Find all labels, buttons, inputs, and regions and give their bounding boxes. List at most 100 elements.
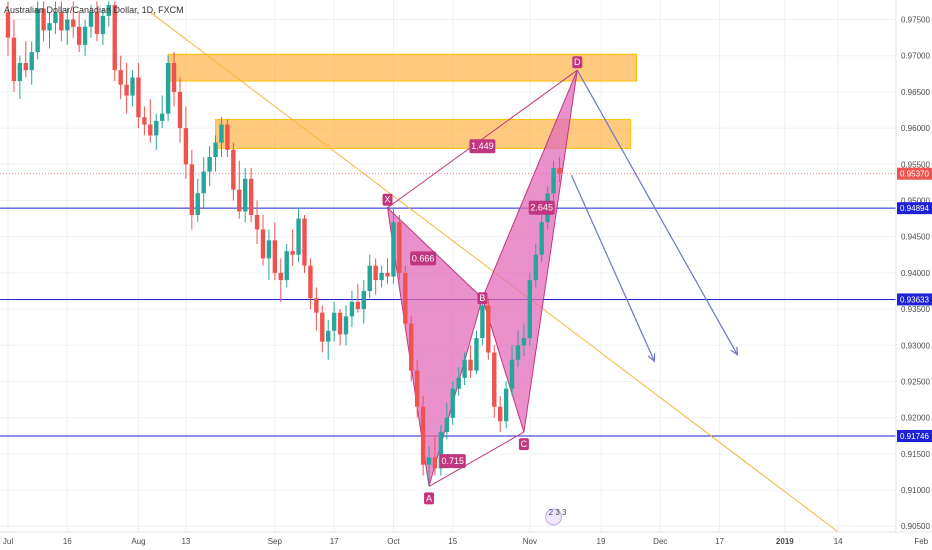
supply-zone bbox=[167, 53, 638, 82]
candle-body[interactable] bbox=[183, 128, 189, 165]
candle-body[interactable] bbox=[539, 222, 544, 255]
candle-body[interactable] bbox=[201, 171, 206, 194]
candle-body[interactable] bbox=[65, 19, 70, 31]
candle-body[interactable] bbox=[177, 91, 183, 129]
candle-body[interactable] bbox=[171, 62, 177, 92]
candle-body[interactable] bbox=[337, 312, 343, 335]
candle-body[interactable] bbox=[112, 5, 117, 71]
candle-body[interactable] bbox=[53, 12, 58, 24]
candle-body[interactable] bbox=[302, 218, 307, 266]
candle-body[interactable] bbox=[23, 62, 28, 71]
candle-body[interactable] bbox=[444, 417, 450, 433]
candle-body[interactable] bbox=[195, 193, 200, 215]
candle-body[interactable] bbox=[100, 15, 106, 35]
pattern-line-ac bbox=[428, 431, 525, 487]
badge-icon[interactable] bbox=[545, 508, 563, 526]
point-label-bg bbox=[518, 438, 529, 451]
candle-body[interactable] bbox=[397, 222, 402, 273]
candle-body[interactable] bbox=[527, 280, 533, 339]
candle-body[interactable] bbox=[343, 316, 349, 335]
candle-body[interactable] bbox=[521, 338, 527, 346]
candle-body[interactable] bbox=[41, 8, 46, 31]
candle-body[interactable] bbox=[361, 290, 366, 310]
candle-body[interactable] bbox=[154, 120, 159, 136]
candle-body[interactable] bbox=[165, 62, 171, 114]
candle-body[interactable] bbox=[284, 251, 289, 281]
candle-body[interactable] bbox=[349, 301, 355, 317]
candle-body[interactable] bbox=[331, 312, 337, 331]
candle-body[interactable] bbox=[248, 178, 254, 215]
badge-label: 2 3 3 bbox=[549, 508, 567, 517]
projection-arrow bbox=[570, 174, 655, 362]
candle-body[interactable] bbox=[355, 301, 361, 310]
candle-body[interactable] bbox=[509, 359, 515, 389]
candle-body[interactable] bbox=[503, 388, 509, 422]
candle-body[interactable] bbox=[189, 164, 195, 215]
candle-body[interactable] bbox=[130, 77, 135, 96]
candle-body[interactable] bbox=[136, 77, 141, 118]
candle-body[interactable] bbox=[11, 37, 17, 82]
candle-body[interactable] bbox=[486, 305, 491, 353]
candle-body[interactable] bbox=[290, 251, 295, 255]
candle-body[interactable] bbox=[456, 377, 461, 389]
candle-body[interactable] bbox=[260, 229, 266, 259]
candle-body[interactable] bbox=[450, 388, 455, 418]
candle-body[interactable] bbox=[409, 323, 414, 371]
candle-body[interactable] bbox=[426, 457, 432, 465]
candle-body[interactable] bbox=[533, 254, 538, 281]
candle-body[interactable] bbox=[76, 26, 82, 45]
candle-body[interactable] bbox=[88, 12, 94, 27]
candle-body[interactable] bbox=[497, 406, 503, 422]
candle-body[interactable] bbox=[17, 62, 23, 82]
candle-body[interactable] bbox=[243, 178, 248, 212]
candle-body[interactable] bbox=[403, 272, 408, 324]
candle-body[interactable] bbox=[159, 113, 165, 121]
candle-body[interactable] bbox=[385, 272, 390, 277]
candle-body[interactable] bbox=[47, 23, 52, 31]
candle-body[interactable] bbox=[207, 157, 212, 172]
candle-body[interactable] bbox=[254, 214, 260, 230]
candle-body[interactable] bbox=[420, 406, 426, 465]
candle-body[interactable] bbox=[225, 124, 230, 150]
candle-body[interactable] bbox=[468, 359, 473, 371]
candle-body[interactable] bbox=[29, 52, 34, 71]
candle-body[interactable] bbox=[432, 457, 438, 469]
candle-body[interactable] bbox=[414, 370, 420, 407]
candle-body[interactable] bbox=[296, 218, 301, 255]
candle-body[interactable] bbox=[71, 19, 76, 27]
candle-body[interactable] bbox=[551, 167, 556, 194]
candle-body[interactable] bbox=[237, 189, 242, 212]
candle-body[interactable] bbox=[272, 240, 278, 273]
candle-body[interactable] bbox=[5, 12, 11, 38]
candle-body[interactable] bbox=[438, 432, 444, 469]
candle-body[interactable] bbox=[219, 124, 224, 143]
candle-body[interactable] bbox=[320, 312, 325, 342]
candle-body[interactable] bbox=[557, 167, 562, 174]
candle-body[interactable] bbox=[124, 84, 129, 96]
candle-body[interactable] bbox=[492, 352, 497, 407]
candle-body[interactable] bbox=[373, 265, 378, 281]
candle-body[interactable] bbox=[82, 26, 88, 45]
candle-body[interactable] bbox=[462, 359, 467, 378]
candle-body[interactable] bbox=[231, 149, 236, 190]
candle-body[interactable] bbox=[367, 265, 372, 291]
candle-body[interactable] bbox=[308, 265, 313, 299]
candle-body[interactable] bbox=[480, 305, 485, 339]
candle-body[interactable] bbox=[326, 330, 331, 342]
candle-body[interactable] bbox=[278, 272, 283, 281]
candle-body[interactable] bbox=[314, 298, 319, 313]
candle-body[interactable] bbox=[35, 8, 40, 53]
candle-body[interactable] bbox=[148, 124, 153, 136]
candle-body[interactable] bbox=[474, 338, 479, 371]
candle-body[interactable] bbox=[59, 12, 64, 31]
candle-body[interactable] bbox=[515, 345, 521, 360]
candle-body[interactable] bbox=[118, 70, 123, 85]
candle-body[interactable] bbox=[213, 142, 218, 158]
candle-body[interactable] bbox=[94, 12, 100, 35]
candle-body[interactable] bbox=[379, 272, 384, 281]
candle-body[interactable] bbox=[106, 5, 112, 16]
candle-body[interactable] bbox=[142, 117, 147, 125]
candle-body[interactable] bbox=[391, 222, 396, 277]
candle-body[interactable] bbox=[266, 240, 272, 259]
